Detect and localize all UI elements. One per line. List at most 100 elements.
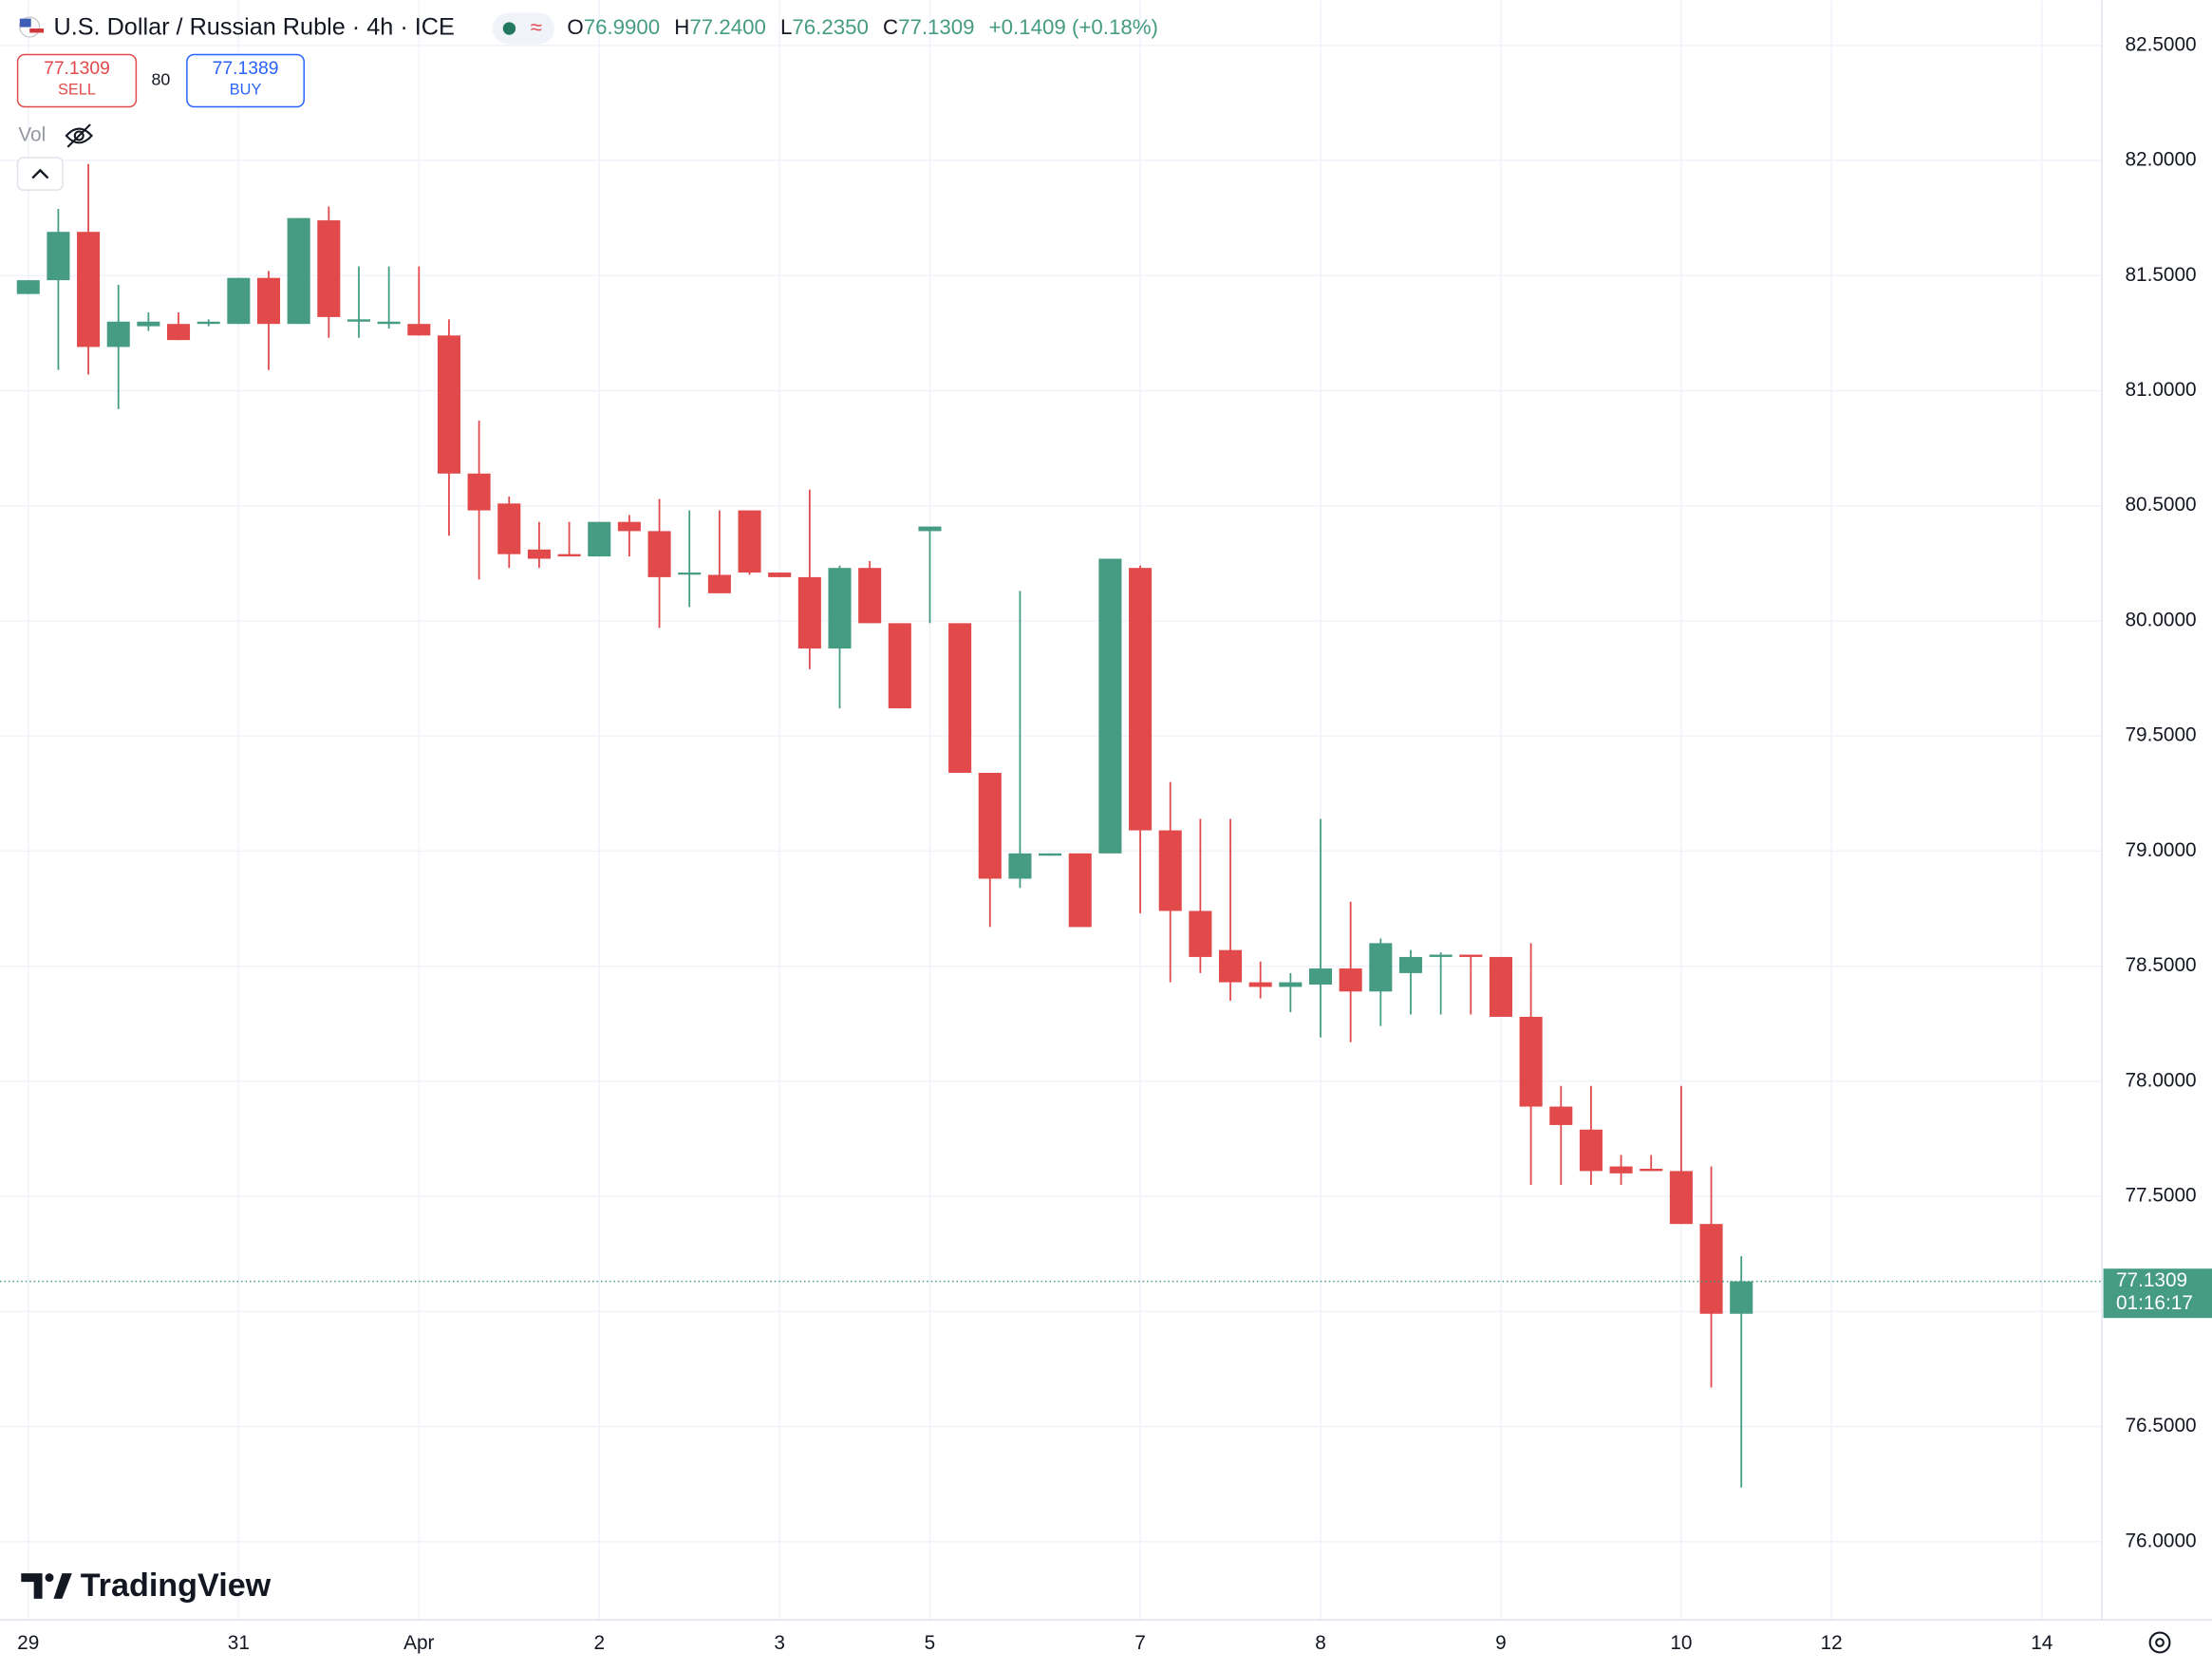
candle-body — [197, 321, 220, 325]
candles — [16, 163, 1753, 1488]
symbol-title[interactable]: U.S. Dollar / Russian Ruble · 4h · ICE — [53, 14, 454, 41]
candle-body — [377, 321, 401, 325]
trade-buttons: 77.1309 SELL 80 77.1389 BUY — [16, 53, 305, 108]
candle-body — [1129, 568, 1153, 831]
status-pill[interactable] — [492, 12, 554, 45]
legend-header: U.S. Dollar / Russian Ruble · 4h · ICE ≈… — [19, 12, 1158, 45]
countdown-label: 01:16:17 — [2116, 1292, 2193, 1314]
candle-body — [407, 324, 431, 336]
y-tick-label: 81.0000 — [2125, 379, 2196, 401]
buy-price[interactable]: 77.1389 — [213, 59, 279, 79]
candle-body — [707, 574, 731, 593]
candle-body — [1339, 968, 1362, 992]
candle-body — [647, 531, 671, 577]
last-price-label: 77.1309 — [2116, 1269, 2187, 1291]
low-label: L — [780, 15, 792, 39]
x-tick-label: 29 — [17, 1632, 39, 1654]
market-open-dot — [502, 22, 516, 35]
low-value: 76.2350 — [792, 15, 869, 39]
candle-body — [1008, 853, 1032, 879]
candle-body — [1699, 1224, 1723, 1314]
candle-body — [16, 280, 40, 294]
logo: TradingView — [21, 1568, 272, 1604]
candle-body — [948, 623, 972, 773]
candle-body — [768, 573, 792, 577]
sell-price[interactable]: 77.1309 — [44, 59, 110, 79]
candle-body — [978, 772, 1002, 879]
eye-pupil — [73, 130, 84, 141]
y-tick-label: 80.5000 — [2125, 494, 2196, 516]
candle-body — [77, 232, 101, 347]
y-tick-label: 81.5000 — [2125, 264, 2196, 286]
grid — [0, 0, 2103, 1621]
candle-body — [497, 503, 521, 554]
high-label: H — [674, 15, 689, 39]
x-tick-label: 8 — [1315, 1632, 1326, 1654]
candle-body — [1579, 1129, 1603, 1172]
y-tick-label: 78.5000 — [2125, 954, 2196, 976]
gear-inner — [2155, 1638, 2165, 1647]
ohlc: O76.9900 H77.2400 L76.2350 C77.1309 +0.1… — [567, 15, 1158, 39]
candle-body — [1609, 1166, 1633, 1173]
y-tick-label: 82.0000 — [2125, 149, 2196, 171]
x-tick-label: 5 — [925, 1632, 936, 1654]
collapse-button[interactable] — [16, 157, 64, 191]
sell-button[interactable] — [16, 53, 138, 108]
candle-body — [1398, 956, 1423, 973]
candle-body — [1158, 830, 1182, 911]
candle-body — [137, 321, 160, 327]
y-tick-label: 76.0000 — [2125, 1530, 2196, 1551]
x-tick-label: 10 — [1670, 1632, 1692, 1654]
logo-text: TradingView — [81, 1568, 272, 1604]
candle-body — [617, 521, 641, 532]
gear-outer — [2148, 1631, 2171, 1654]
open-label: O — [567, 15, 583, 39]
x-tick-label: 14 — [2031, 1632, 2053, 1654]
candle-body — [1369, 943, 1393, 992]
y-tick-label: 78.0000 — [2125, 1069, 2196, 1091]
open-value: 76.9900 — [584, 15, 661, 39]
candle-body — [1519, 1016, 1543, 1107]
volume-label[interactable]: Vol — [18, 123, 46, 145]
high-value: 77.2400 — [689, 15, 766, 39]
candle-body — [1068, 853, 1092, 928]
candle-body — [256, 277, 281, 325]
delayed-icon: ≈ — [531, 15, 542, 39]
candle-body — [1219, 949, 1243, 983]
candle-body — [1248, 982, 1272, 987]
logo-mark — [45, 1573, 54, 1583]
candle-body — [588, 521, 611, 557]
collapse-arrow — [31, 168, 49, 179]
x-tick-label: 12 — [1821, 1632, 1843, 1654]
flag-icon-part — [19, 18, 31, 28]
close-value: 77.1309 — [898, 15, 975, 39]
settings-icon[interactable] — [2148, 1631, 2171, 1654]
y-tick-label: 76.5000 — [2125, 1415, 2196, 1436]
candle-body — [1098, 558, 1122, 854]
y-tick-label: 82.5000 — [2125, 33, 2196, 55]
candle-body — [858, 568, 882, 624]
candle-body — [1640, 1168, 1663, 1172]
logo-mark — [53, 1573, 72, 1599]
candle-body — [317, 220, 341, 317]
candle-body — [1669, 1171, 1693, 1225]
buy-button[interactable] — [186, 53, 305, 108]
candle-body — [467, 473, 491, 511]
candle-body — [1730, 1281, 1753, 1314]
sell-label[interactable]: SELL — [58, 82, 96, 99]
x-tick-label: Apr — [403, 1632, 434, 1654]
candle-body — [287, 217, 310, 325]
hide-eye-icon[interactable] — [65, 123, 93, 148]
candle-body — [678, 573, 702, 575]
y-tick-label: 80.0000 — [2125, 609, 2196, 630]
last-price-tag — [2103, 1268, 2212, 1319]
candle-body — [557, 554, 581, 557]
buy-label[interactable]: BUY — [230, 82, 262, 99]
change-value: +0.1409 (+0.18%) — [989, 15, 1158, 39]
candle-body — [738, 510, 761, 573]
candle-body — [797, 576, 821, 649]
candle-body — [1039, 853, 1062, 856]
